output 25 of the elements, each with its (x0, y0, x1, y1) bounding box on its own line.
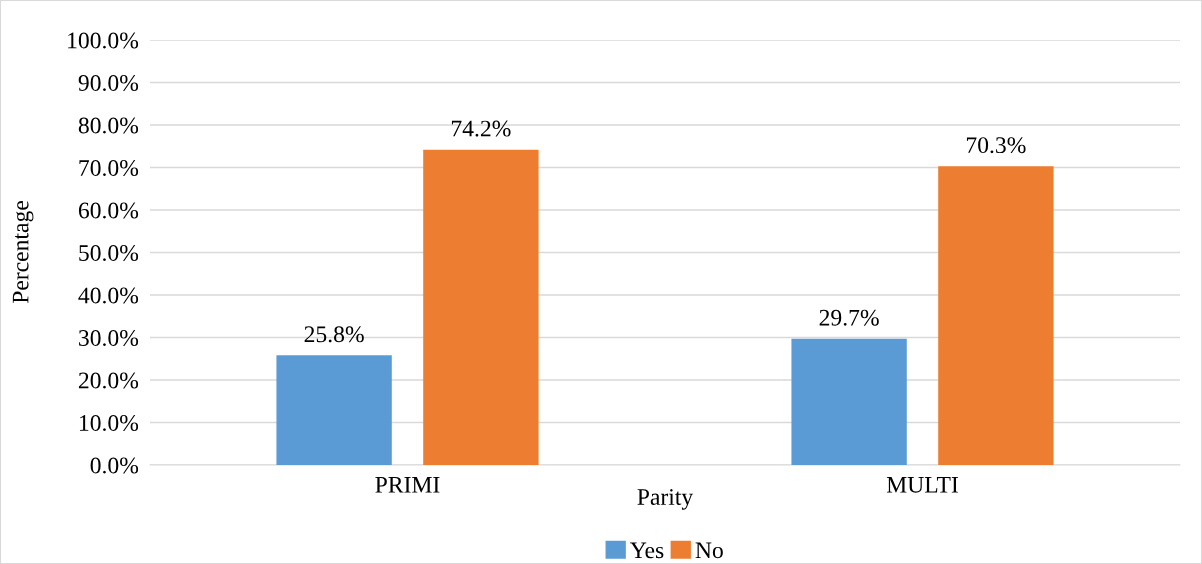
y-tick-label: 50.0% (79, 244, 139, 262)
y-axis-title: Percentage (12, 201, 34, 304)
data-label: 29.7% (819, 309, 879, 326)
y-tick-label: 70.0% (79, 159, 139, 177)
legend-label: No (695, 542, 723, 559)
y-tick-label: 0.0% (90, 457, 139, 474)
y-tick-label: 20.0% (78, 372, 139, 389)
data-label: 25.8% (304, 326, 364, 343)
y-tick-label: 10.0% (79, 414, 139, 432)
bar (791, 338, 907, 465)
bar (423, 149, 539, 465)
legend-label: Yes (630, 542, 664, 559)
data-label: 70.3% (966, 137, 1026, 154)
y-tick-label: 60.0% (78, 202, 139, 219)
x-axis-title: Parity (637, 489, 694, 510)
y-tick-label: 40.0% (78, 287, 139, 304)
bar (938, 166, 1054, 465)
x-tick-label: MULTI (886, 477, 958, 493)
x-tick-label: PRIMI (375, 477, 440, 493)
data-label: 74.2% (451, 120, 511, 137)
y-tick-label: 30.0% (79, 329, 139, 347)
y-tick-label: 90.0% (78, 74, 139, 92)
bar (276, 355, 392, 465)
y-tick-label: 100.0% (68, 32, 139, 49)
y-tick-label: 80.0% (78, 117, 139, 134)
